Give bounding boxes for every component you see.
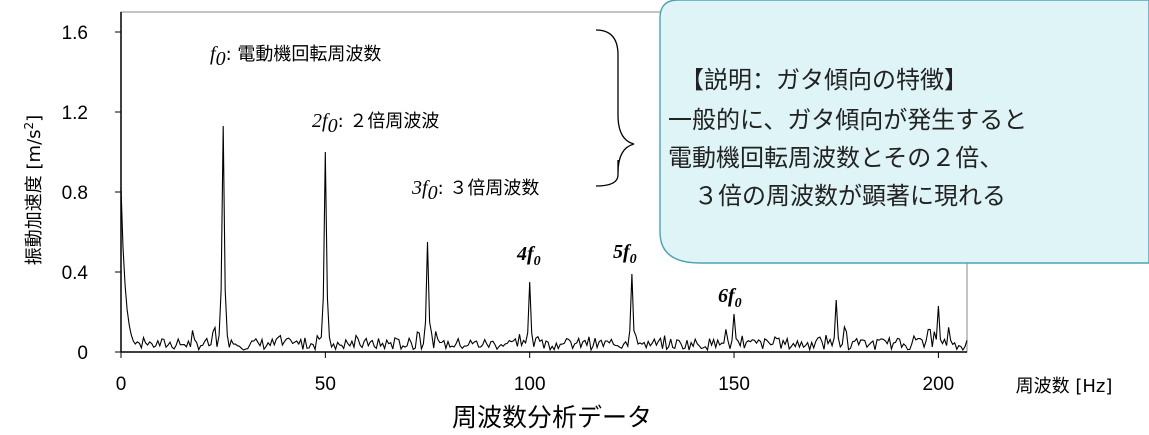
x-axis-label: 周波数 [Hz] <box>1016 376 1113 397</box>
callout-line-4: ３倍の周波数が顕著に現れる <box>694 182 1006 210</box>
peak-label-4f0: 4f0 <box>516 243 541 269</box>
annotation-3f0: 3f0: ３倍周波数 <box>411 177 539 204</box>
x-tick-label: 50 <box>315 374 336 395</box>
y-tick-label: 1.6 <box>62 23 88 44</box>
callout-line-2: 一般的に、ガタ傾向が発生すると <box>668 106 1027 134</box>
brace-icon <box>595 29 635 187</box>
callout-line-3: 電動機回転周波数とその２倍、 <box>668 144 1003 172</box>
callout-line-1: 【説明：ガタ傾向の特徴】 <box>680 66 968 94</box>
spectrum-line <box>120 125 968 352</box>
annotation-2f0: 2f0: ２倍周波波 <box>312 110 439 137</box>
x-tick-label: 100 <box>514 374 546 395</box>
y-axis-label: 振動加速度 [m/s2] <box>22 115 45 265</box>
y-tick-label: 0 <box>77 343 88 364</box>
y-tick-group: 0 0.4 0.8 1.2 1.6 <box>62 23 121 364</box>
chart-title: 周波数分析データ <box>452 403 652 432</box>
y-tick-label: 0.8 <box>62 183 88 204</box>
peak-label-5f0: 5f0 <box>613 241 637 267</box>
y-tick-label: 1.2 <box>62 103 88 124</box>
explanation-callout <box>659 0 1149 264</box>
peak-label-6f0: 6f0 <box>718 285 742 311</box>
annotation-f0: f0: 電動機回転周波数 <box>210 43 381 70</box>
x-tick-group: 0 50 100 150 200 <box>116 352 955 395</box>
y-tick-label: 0.4 <box>62 263 89 284</box>
x-tick-label: 150 <box>718 374 750 395</box>
x-tick-label: 0 <box>116 374 127 395</box>
x-tick-label: 200 <box>923 374 955 395</box>
